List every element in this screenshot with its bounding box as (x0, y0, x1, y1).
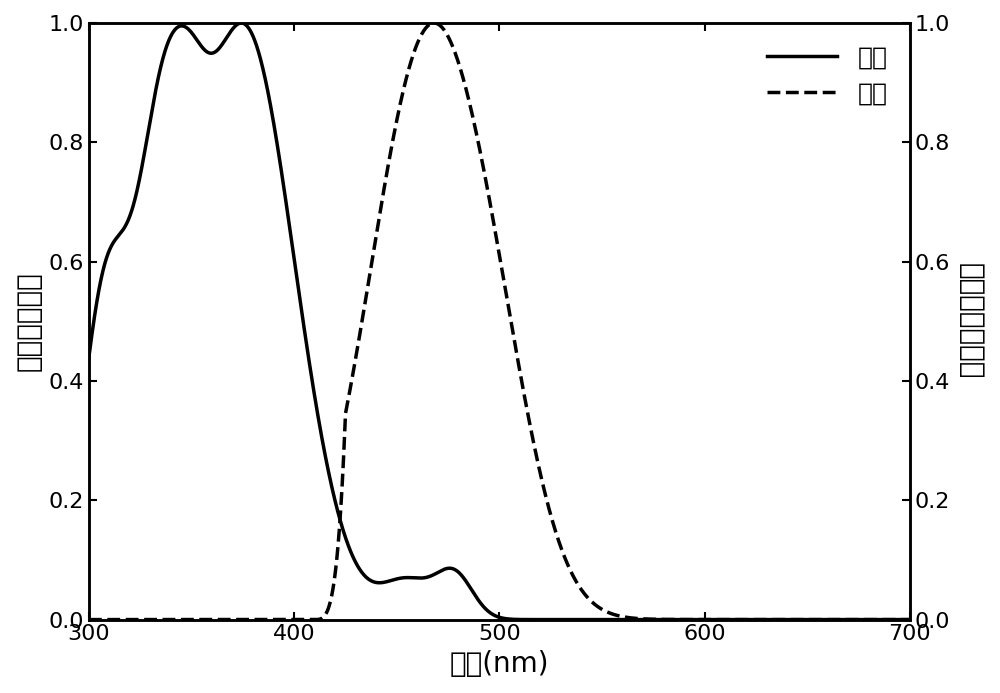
吸收 (83, 353, 95, 361)
Legend: 吸收, 荧光: 吸收, 荧光 (757, 35, 897, 116)
荧光 (904, 615, 916, 624)
吸收 (235, 19, 247, 27)
Line: 吸收: 吸收 (89, 23, 910, 620)
吸收 (428, 570, 440, 579)
吸收 (680, 615, 692, 624)
荧光 (428, 19, 440, 27)
吸收 (879, 615, 891, 624)
吸收 (838, 615, 850, 624)
Y-axis label: 归一化吸收值: 归一化吸收值 (15, 272, 43, 371)
Line: 荧光: 荧光 (89, 23, 910, 620)
荧光 (838, 615, 850, 624)
吸收 (435, 567, 447, 575)
荧光 (83, 615, 95, 624)
荧光 (879, 615, 891, 624)
荧光 (680, 615, 692, 624)
吸收 (473, 597, 485, 606)
吸收 (904, 615, 916, 624)
荧光 (435, 21, 447, 30)
荧光 (473, 143, 485, 151)
X-axis label: 波长(nm): 波长(nm) (450, 650, 549, 678)
荧光 (428, 19, 440, 27)
Y-axis label: 归一化荧光强度: 归一化荧光强度 (957, 263, 985, 380)
